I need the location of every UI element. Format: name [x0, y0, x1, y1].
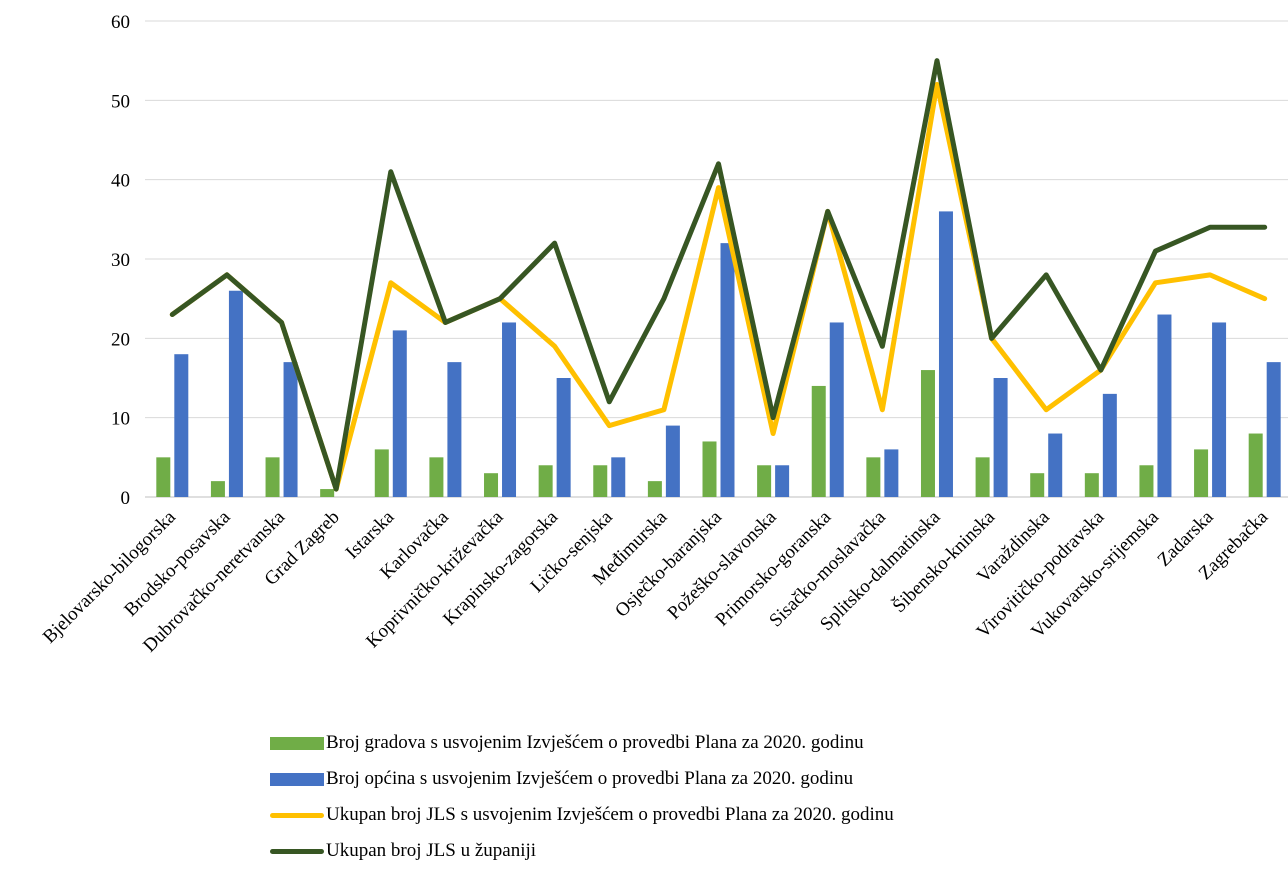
bars: [156, 211, 1281, 497]
bar-gradovi: [320, 489, 335, 497]
bar-opcine: [938, 211, 953, 497]
bar-opcine: [283, 362, 298, 497]
bar-gradovi: [757, 465, 772, 497]
legend-item: Broj gradova s usvojenim Izvješćem o pro…: [270, 725, 894, 761]
bar-opcine: [1048, 433, 1063, 497]
bar-gradovi: [1030, 473, 1045, 497]
legend: Broj gradova s usvojenim Izvješćem o pro…: [270, 725, 894, 869]
y-axis-ticks: 0 10 20 30 40 50 60: [111, 12, 130, 509]
legend-swatch: [270, 772, 324, 786]
bar-gradovi: [265, 457, 280, 497]
bar-gradovi: [647, 481, 662, 497]
lines: [169, 58, 1268, 492]
y-tick-label: 60: [111, 12, 130, 33]
legend-label: Broj gradova s usvojenim Izvješćem o pro…: [326, 732, 864, 753]
bar-opcine: [447, 362, 462, 497]
x-axis-labels: Bjelovarsko-bilogorskaBrodsko-posavskaDu…: [39, 506, 1273, 657]
legend-swatch: [270, 812, 324, 818]
bar-gradovi: [538, 465, 553, 497]
bar-gradovi: [811, 385, 826, 497]
bar-gradovi: [156, 457, 171, 497]
bar-opcine: [884, 449, 899, 497]
bar-opcine: [1157, 314, 1172, 497]
bar-gradovi: [593, 465, 608, 497]
bar-opcine: [611, 457, 626, 497]
legend-label: Ukupan broj JLS s usvojenim Izvješćem o …: [326, 804, 894, 825]
line-ukupno-jls: [169, 58, 1268, 492]
bar-opcine: [665, 425, 680, 497]
bar-gradovi: [1084, 473, 1099, 497]
bar-gradovi: [429, 457, 444, 497]
legend-label: Ukupan broj JLS u županiji: [326, 840, 537, 861]
y-tick-label: 50: [111, 91, 130, 112]
x-tick-label: Šibensko-kninska: [888, 506, 999, 617]
bar-opcine: [174, 354, 189, 497]
bar-opcine: [392, 330, 407, 497]
bar-opcine: [556, 378, 571, 497]
bar-opcine: [993, 378, 1008, 497]
bar-gradovi: [866, 457, 881, 497]
bar-opcine: [1266, 362, 1281, 497]
bar-opcine: [720, 243, 735, 497]
bar-gradovi: [920, 370, 935, 497]
bar-gradovi: [1248, 433, 1263, 497]
bar-opcine: [775, 465, 790, 497]
bar-gradovi: [975, 457, 990, 497]
legend-item: Broj općina s usvojenim Izvješćem o prov…: [270, 761, 894, 797]
bar-opcine: [228, 290, 243, 497]
bar-gradovi: [210, 481, 225, 497]
legend-label: Broj općina s usvojenim Izvješćem o prov…: [326, 768, 854, 789]
y-tick-label: 40: [111, 171, 130, 192]
legend-item: Ukupan broj JLS s usvojenim Izvješćem o …: [270, 797, 894, 833]
gridlines: [145, 20, 1288, 498]
bar-gradovi: [702, 441, 717, 497]
bar-opcine: [502, 322, 517, 497]
legend-swatch: [270, 848, 324, 854]
y-tick-label: 0: [121, 488, 131, 509]
y-tick-label: 20: [111, 329, 130, 350]
line-ukupno-usvojeno: [169, 81, 1268, 492]
bar-gradovi: [374, 449, 389, 497]
legend-swatch: [270, 736, 324, 750]
y-tick-label: 30: [111, 250, 130, 271]
bar-gradovi: [484, 473, 499, 497]
legend-item: Ukupan broj JLS u županiji: [270, 833, 894, 869]
bar-opcine: [829, 322, 844, 497]
bar-gradovi: [1194, 449, 1209, 497]
y-tick-label: 10: [111, 409, 130, 430]
bar-gradovi: [1139, 465, 1154, 497]
bar-opcine: [1102, 393, 1117, 497]
chart: 0 10 20 30 40 50 60 Bjelovarsko-bilogorskaBrod…: [39, 12, 1288, 657]
bar-opcine: [1212, 322, 1227, 497]
